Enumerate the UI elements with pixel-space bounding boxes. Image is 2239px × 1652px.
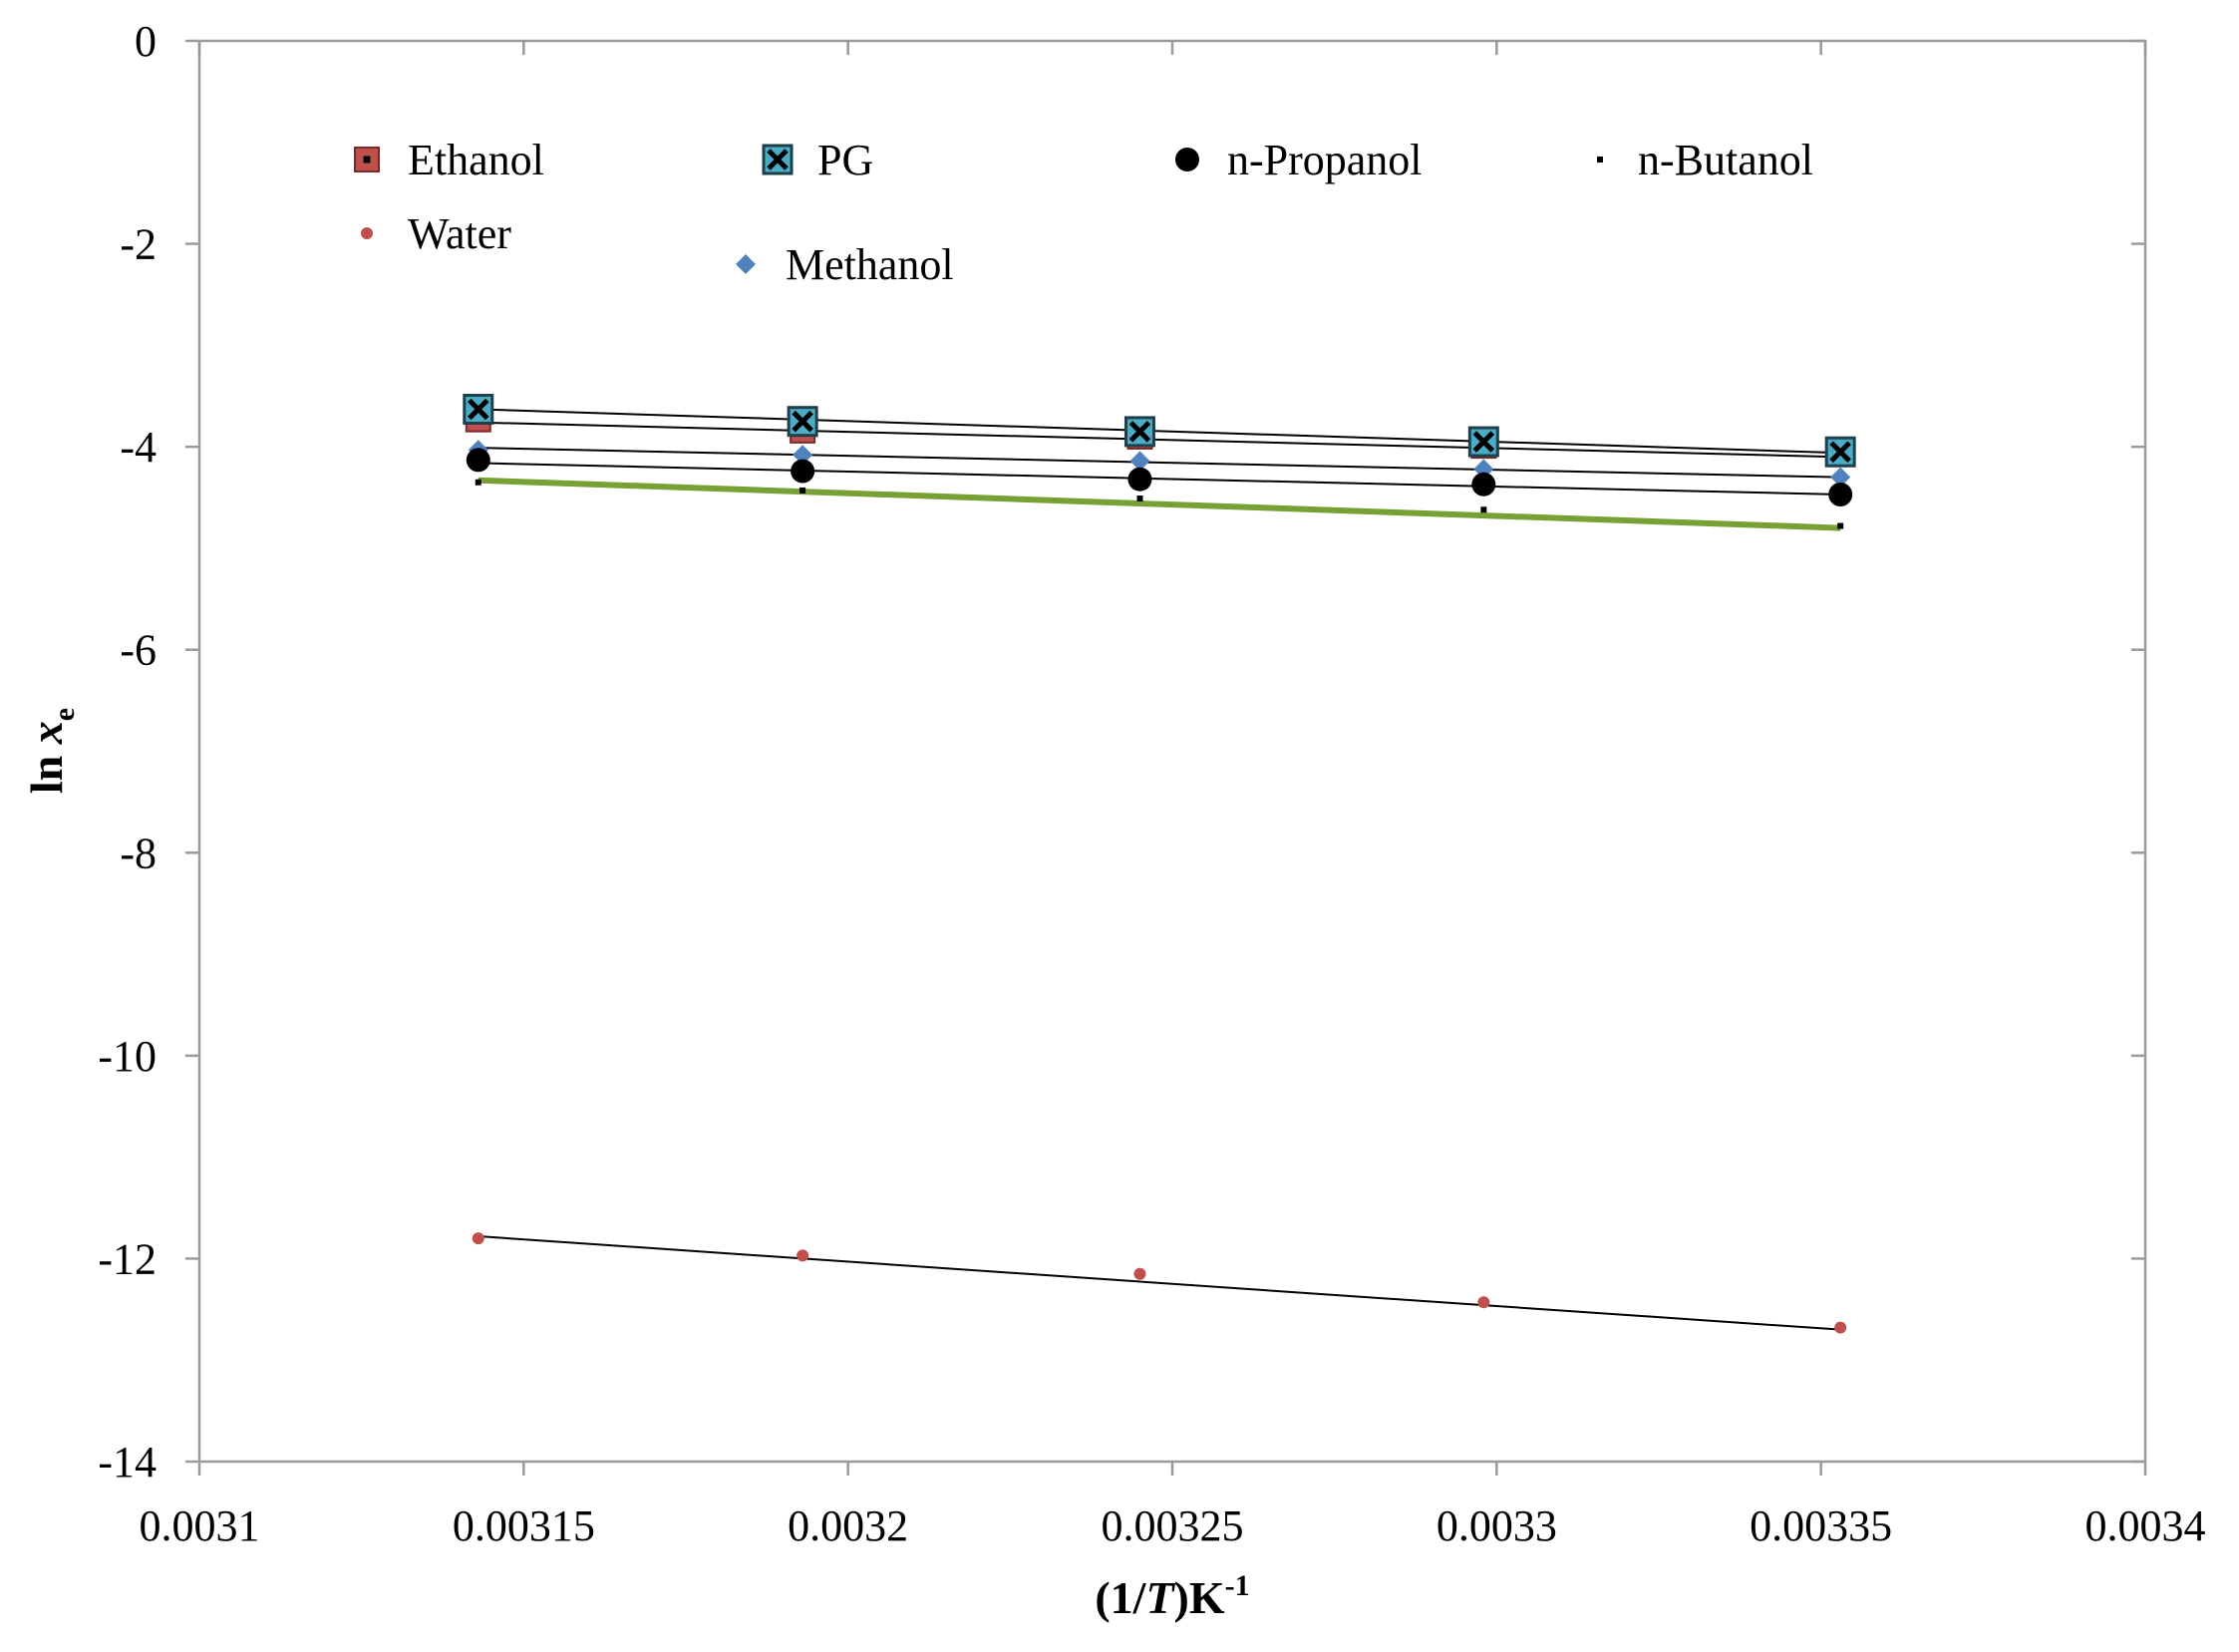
point-water bbox=[472, 1232, 484, 1245]
point-pg-cross bbox=[1472, 431, 1495, 453]
point-pg bbox=[1824, 436, 1856, 468]
y-tick-label: -2 bbox=[120, 220, 157, 269]
trendline-n-butanol bbox=[478, 477, 1841, 531]
point-water bbox=[1477, 1296, 1490, 1309]
x-tick-label: 0.00315 bbox=[453, 1501, 595, 1550]
y-axis: 0 -2 -4 -6 -8 -10 -12 -14 bbox=[98, 17, 2145, 1487]
point-n-butanol bbox=[1837, 522, 1844, 529]
legend-marker-water bbox=[361, 227, 373, 239]
legend-item-methanol: Methanol bbox=[736, 240, 954, 289]
y-tick-label: -12 bbox=[98, 1234, 157, 1283]
legend-item-n-butanol: n-Butanol bbox=[1597, 136, 1813, 184]
x-axis: 0.0031 0.00315 0.0032 0.00325 0.0033 0.00335 0… bbox=[140, 41, 2206, 1550]
point-pg-cross bbox=[1829, 441, 1851, 463]
point-n-propanol bbox=[1127, 467, 1152, 492]
legend-item-pg: PG bbox=[762, 136, 873, 184]
point-pg bbox=[787, 406, 818, 438]
x-tick-label: 0.0031 bbox=[140, 1501, 260, 1550]
point-methanol bbox=[1129, 451, 1150, 472]
legend-marker-n-butanol bbox=[1597, 157, 1603, 163]
legend-item-ethanol: Ethanol bbox=[354, 136, 544, 184]
point-pg-cross bbox=[468, 398, 489, 421]
point-n-butanol bbox=[475, 479, 481, 486]
x-tick-label: 0.0033 bbox=[1437, 1501, 1557, 1550]
legend-marker-methanol bbox=[736, 254, 756, 274]
point-n-propanol bbox=[1828, 482, 1853, 506]
legend-label-methanol: Methanol bbox=[786, 240, 954, 289]
legend-item-water: Water bbox=[361, 209, 511, 258]
legend: Ethanol PG n-Propanol n-Butanol Water Methano… bbox=[354, 136, 1813, 289]
y-tick-label: -6 bbox=[120, 626, 157, 675]
x-tick-label: 0.0034 bbox=[2085, 1501, 2206, 1550]
x-tick-label: 0.00325 bbox=[1102, 1501, 1244, 1550]
point-n-butanol bbox=[1136, 496, 1143, 502]
y-tick-label: -14 bbox=[98, 1438, 157, 1487]
trendline-methanol bbox=[478, 447, 1841, 479]
point-n-propanol bbox=[791, 459, 815, 484]
x-tick-label: 0.00335 bbox=[1750, 1501, 1892, 1550]
point-n-butanol bbox=[1480, 506, 1487, 513]
legend-label-ethanol: Ethanol bbox=[408, 136, 544, 184]
trendline-pg bbox=[478, 408, 1841, 455]
legend-label-pg: PG bbox=[817, 136, 873, 184]
y-tick-label: -10 bbox=[98, 1032, 157, 1081]
legend-item-n-propanol: n-Propanol bbox=[1175, 136, 1423, 184]
point-n-propanol bbox=[466, 448, 490, 473]
y-axis-title: ln xe bbox=[21, 708, 81, 794]
point-n-propanol bbox=[1471, 472, 1496, 496]
legend-marker-n-propanol bbox=[1175, 148, 1199, 171]
x-tick-label: 0.0032 bbox=[788, 1501, 908, 1550]
point-n-butanol bbox=[800, 487, 806, 494]
y-tick-label: -8 bbox=[120, 828, 157, 877]
y-tick-label: 0 bbox=[135, 17, 157, 66]
point-methanol bbox=[1830, 467, 1851, 488]
point-water bbox=[1834, 1321, 1847, 1334]
data-points bbox=[463, 393, 1856, 1334]
point-water bbox=[797, 1249, 809, 1262]
trendline-n-propanol bbox=[478, 462, 1841, 496]
point-pg-cross bbox=[792, 410, 813, 433]
legend-marker-ethanol bbox=[354, 147, 380, 172]
legend-marker-ethanol-center bbox=[363, 156, 371, 164]
legend-label-n-propanol: n-Propanol bbox=[1227, 136, 1423, 184]
trendline-water bbox=[478, 1235, 1841, 1331]
legend-marker-pg bbox=[762, 144, 794, 175]
x-axis-title: (1/T)K-1 bbox=[1095, 1569, 1249, 1623]
trendline-ethanol bbox=[478, 421, 1841, 459]
y-tick-label: -4 bbox=[120, 423, 157, 472]
point-pg-cross bbox=[1128, 421, 1151, 443]
legend-marker-pg-cross bbox=[767, 149, 789, 170]
legend-label-water: Water bbox=[408, 209, 511, 258]
legend-label-n-butanol: n-Butanol bbox=[1638, 136, 1813, 184]
point-water bbox=[1133, 1267, 1146, 1280]
point-methanol bbox=[793, 445, 813, 466]
trendlines bbox=[478, 408, 1841, 1331]
